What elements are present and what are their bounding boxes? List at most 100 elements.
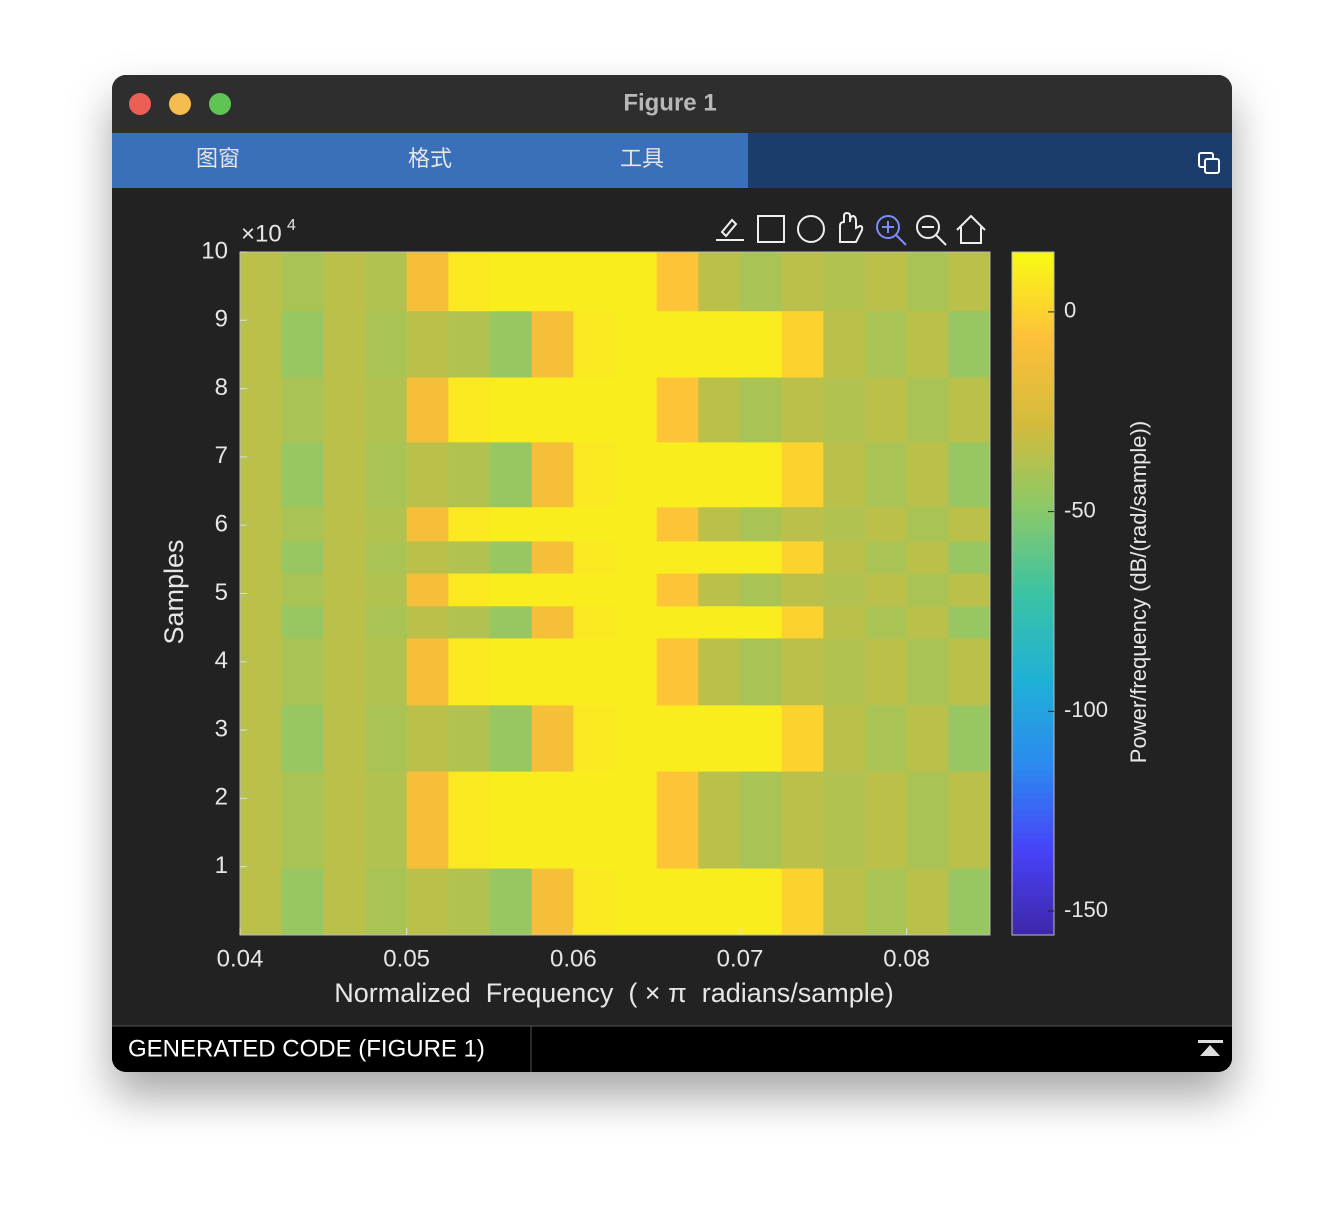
- colorbar-label: Power/frequency (dB/(rad/sample)): [1126, 421, 1151, 763]
- heatmap-cell: [448, 310, 491, 378]
- heatmap-cell: [698, 704, 741, 772]
- heatmap-cell: [281, 310, 324, 378]
- heatmap-cell: [740, 605, 783, 639]
- heatmap-cell: [448, 540, 491, 574]
- menu-item[interactable]: 图窗: [196, 146, 240, 171]
- colorbar-swatch: [1012, 781, 1054, 788]
- colorbar-swatch: [1012, 826, 1054, 834]
- heatmap-cell: [531, 540, 574, 574]
- heatmap-cell: [865, 637, 908, 706]
- heatmap-cell: [448, 376, 491, 443]
- heatmap-cell: [698, 605, 741, 639]
- heatmap-cell: [490, 573, 533, 607]
- legend-icon[interactable]: [757, 215, 785, 243]
- heatmap-cell: [656, 506, 699, 542]
- heatmap-cell: [865, 441, 908, 508]
- close-button[interactable]: [129, 93, 151, 115]
- colorbar-swatch: [1012, 337, 1054, 344]
- heatmap-cell: [531, 573, 574, 607]
- x-tick-label: 0.06: [550, 945, 597, 972]
- colorbar-swatch: [1012, 707, 1054, 714]
- heatmap-cell: [573, 771, 616, 869]
- heatmap-cell: [865, 704, 908, 772]
- heatmap-cell: [281, 506, 324, 542]
- heatmap-cell: [698, 868, 741, 936]
- colorbar-swatch: [1012, 838, 1054, 845]
- heatmap-cell: [365, 573, 408, 607]
- heatmap-cell: [240, 441, 283, 508]
- colorbar-swatch: [1012, 775, 1054, 782]
- colorbar-swatch: [1012, 348, 1054, 356]
- heatmap-cell: [531, 310, 574, 378]
- colorbar-swatch: [1012, 513, 1054, 521]
- colorbar-swatch: [1012, 280, 1054, 287]
- heatmap-cell: [698, 441, 741, 508]
- status-label[interactable]: GENERATED CODE (FIGURE 1): [128, 1035, 485, 1062]
- colorbar-swatch: [1012, 752, 1054, 760]
- colorbar-tick-label: 0: [1064, 298, 1076, 323]
- heatmap-cell: [615, 310, 658, 378]
- heatmap-cell: [656, 704, 699, 772]
- zoom-in-icon[interactable]: [876, 215, 907, 246]
- colorbar-swatch: [1012, 764, 1054, 771]
- heatmap-cell: [823, 252, 866, 312]
- colorbar-swatch: [1012, 769, 1054, 777]
- heatmap-cell: [740, 868, 783, 936]
- minimize-button[interactable]: [169, 93, 191, 115]
- heatmap-cell: [948, 540, 991, 574]
- heatmap-cell: [740, 310, 783, 378]
- colorbar-swatch: [1012, 730, 1054, 737]
- heatmap-cell: [365, 376, 408, 443]
- pan-icon[interactable]: [839, 211, 864, 243]
- heatmap-cell: [323, 605, 366, 639]
- window-title: Figure 1: [623, 89, 716, 116]
- heatmap-cell: [865, 252, 908, 312]
- heatmap-cell: [823, 506, 866, 542]
- heatmap-cell: [448, 704, 491, 772]
- export-icon[interactable]: [716, 218, 744, 241]
- home-icon[interactable]: [956, 214, 986, 244]
- heatmap-cell: [448, 868, 491, 936]
- heatmap-cell: [781, 704, 824, 772]
- status-bar: [112, 1026, 1232, 1072]
- undock-icon[interactable]: [1198, 152, 1220, 174]
- colorbar-swatch: [1012, 929, 1054, 936]
- heatmap-cell: [615, 704, 658, 772]
- zoom-button[interactable]: [209, 93, 231, 115]
- colorbar-swatch: [1012, 650, 1054, 657]
- colorbar-swatch: [1012, 473, 1054, 481]
- heatmap-cell: [531, 376, 574, 443]
- heatmap-cell: [948, 441, 991, 508]
- colorbar-swatch: [1012, 502, 1054, 509]
- expand-icon[interactable]: [1198, 1040, 1223, 1056]
- colorbar-swatch: [1012, 627, 1054, 634]
- zoom-out-icon[interactable]: [916, 215, 947, 246]
- heatmap-cell: [823, 376, 866, 443]
- colorbar-swatch: [1012, 923, 1054, 930]
- heatmap-cell: [823, 771, 866, 869]
- colorbar-swatch: [1012, 633, 1054, 640]
- colorbar-swatch: [1012, 382, 1054, 390]
- colorbar-swatch: [1012, 496, 1054, 504]
- colorbar-swatch: [1012, 644, 1054, 652]
- colorbar-swatch: [1012, 792, 1054, 799]
- heatmap-cell: [323, 540, 366, 574]
- heatmap-cell: [573, 868, 616, 936]
- rotate-icon[interactable]: [797, 215, 825, 243]
- heatmap-cell: [406, 252, 449, 312]
- heatmap-cell: [490, 637, 533, 706]
- heatmap-cell: [781, 637, 824, 706]
- heatmap-cell: [906, 573, 949, 607]
- heatmap-cell: [865, 605, 908, 639]
- colorbar-swatch: [1012, 616, 1054, 623]
- colorbar-swatch: [1012, 678, 1054, 686]
- colorbar-swatch: [1012, 525, 1054, 532]
- heatmap-cell: [656, 637, 699, 706]
- heatmap-cell: [948, 704, 991, 772]
- heatmap-cell: [740, 376, 783, 443]
- menu-item[interactable]: 工具: [620, 146, 664, 171]
- colorbar-swatch: [1012, 422, 1054, 430]
- colorbar-swatch: [1012, 576, 1054, 583]
- heatmap-cell: [656, 868, 699, 936]
- menu-item[interactable]: 格式: [408, 146, 452, 171]
